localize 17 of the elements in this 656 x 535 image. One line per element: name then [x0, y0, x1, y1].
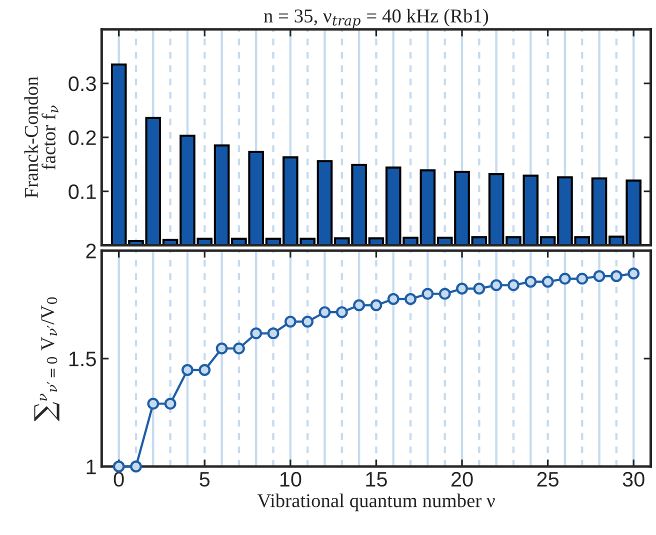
y-tick-label: 2 [86, 244, 96, 258]
y-tick-label: 0.3 [68, 76, 96, 92]
y-axis-title: ∑$^{ν}$$_{ν′=0}$ V$_{ν′}$/V$_{0}$ [34, 297, 60, 422]
y-axis-title: Franck-Condon factor f$_{ν}$ [24, 76, 58, 198]
chart-title: n = 35, ν$_{trap}$ = 40 kHz (Rb1) [264, 8, 488, 28]
x-axis-title: Vibrational quantum number ν [257, 494, 495, 512]
y-tick-label: 0.1 [68, 184, 96, 200]
x-tick-label: 25 [537, 472, 559, 487]
y-tick-label: 1.5 [69, 352, 96, 366]
x-tick-label: 0 [114, 472, 124, 487]
y-tick-label: 1 [86, 460, 96, 474]
x-tick-label: 15 [366, 472, 387, 487]
x-tick-label: 10 [280, 472, 302, 487]
y-tick-label: 0.2 [68, 130, 96, 146]
x-tick-label: 30 [622, 472, 644, 487]
x-tick-label: 20 [451, 472, 473, 487]
x-tick-label: 5 [200, 472, 210, 487]
